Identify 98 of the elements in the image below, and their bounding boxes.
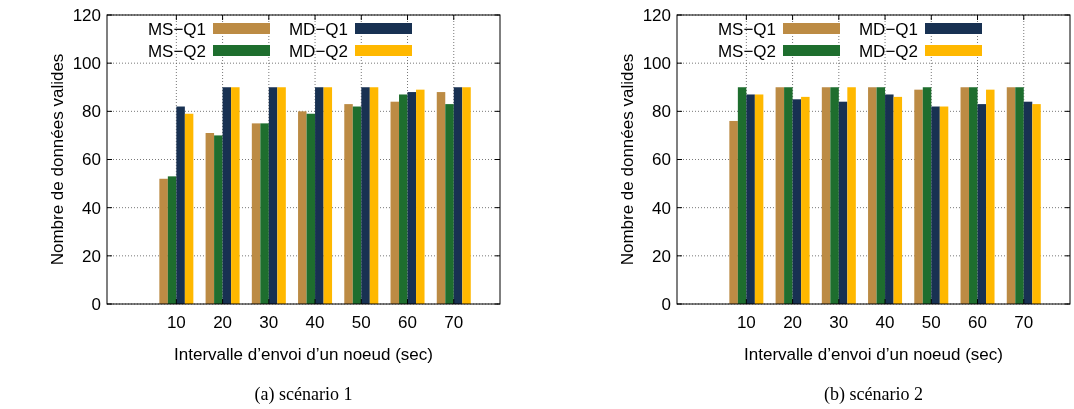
bar [176,106,185,304]
bar [416,89,425,304]
bar [847,87,856,304]
bar [960,87,970,304]
y-tick-label: 60 [652,150,671,170]
y-axis-title: Nombre de données valides [618,53,637,266]
bar [453,87,463,304]
bar [315,87,324,304]
bar [268,87,278,304]
bar [277,87,286,304]
bar [369,87,379,304]
y-tick-label: 20 [82,246,101,266]
bar [914,89,923,304]
y-tick-label: 0 [91,294,101,314]
legend-label: MD−Q2 [288,41,348,61]
bar [830,87,839,304]
bar [205,133,215,304]
y-tick-label: 80 [652,102,671,122]
x-tick-label: 60 [968,313,987,332]
bar [436,92,446,304]
x-tick-label: 30 [259,313,279,332]
bar [298,111,307,304]
x-tick-label: 50 [921,313,941,332]
legend-label: MD−Q2 [858,41,918,61]
bar [775,87,785,304]
x-tick-label: 50 [351,313,371,332]
y-tick-label: 20 [652,246,671,266]
bar [922,87,932,304]
bar [746,94,755,304]
bar [1015,87,1024,304]
bar [462,87,471,304]
bar [969,87,978,304]
bar [986,89,995,304]
bar [352,106,362,304]
bar [159,178,168,304]
bar [754,94,764,304]
x-tick-label: 20 [783,313,803,332]
bar [885,94,894,304]
bar [838,101,848,304]
legend-label: MS−Q2 [717,41,776,61]
x-tick-label: 10 [736,313,756,332]
bar [251,123,261,304]
y-tick-label: 0 [661,294,671,314]
bar [939,106,949,304]
text: (a) scénario 1 [254,384,353,405]
x-tick-label: 10 [166,313,186,332]
x-tick-label: 40 [305,313,325,332]
x-tick-label: 30 [829,313,849,332]
legend-label: MS−Q2 [147,41,206,61]
bar [231,87,240,304]
bar [821,87,831,304]
bar [222,87,232,304]
y-tick-label: 40 [652,198,671,218]
bar [390,101,400,304]
x-tick-label: 70 [444,313,464,332]
y-tick-label: 60 [82,150,101,170]
bar [1032,104,1041,304]
bar [868,87,877,304]
legend-label: MD−Q1 [288,19,348,39]
y-tick-label: 40 [82,198,101,218]
bar [167,176,177,304]
bar [214,135,223,304]
bar [323,87,333,304]
bar [801,96,810,304]
bar [1023,101,1033,304]
bar [729,120,738,304]
x-tick-label: 20 [213,313,233,332]
bar [876,87,886,304]
bar [977,104,987,304]
bar [792,99,802,304]
x-axis-title: Intervalle d’envoi d’un noeud (sec) [744,345,1003,364]
legend-label: MS−Q1 [717,19,776,39]
bar [445,104,454,304]
bar [893,96,903,304]
bar [184,113,194,304]
y-tick-label: 100 [642,54,671,74]
bar [361,87,370,304]
x-tick-label: 60 [398,313,417,332]
legend-label: MS−Q1 [147,19,206,39]
legend-label: MD−Q1 [858,19,918,39]
bar [399,94,408,304]
x-axis-title: Intervalle d’envoi d’un noeud (sec) [174,345,433,364]
x-tick-label: 40 [875,313,895,332]
y-axis-title: Nombre de données valides [48,53,67,266]
bar [260,123,269,304]
y-tick-label: 80 [82,102,101,122]
bar [407,92,417,304]
x-tick-label: 70 [1014,313,1034,332]
bar [344,104,353,304]
bar [306,113,316,304]
y-tick-label: 100 [72,54,101,74]
text: (b) scénario 2 [824,384,923,405]
y-tick-label: 120 [642,5,671,25]
bar [784,87,793,304]
bar [1006,87,1016,304]
bar [737,87,747,304]
y-tick-label: 120 [72,5,101,25]
bar [931,106,940,304]
